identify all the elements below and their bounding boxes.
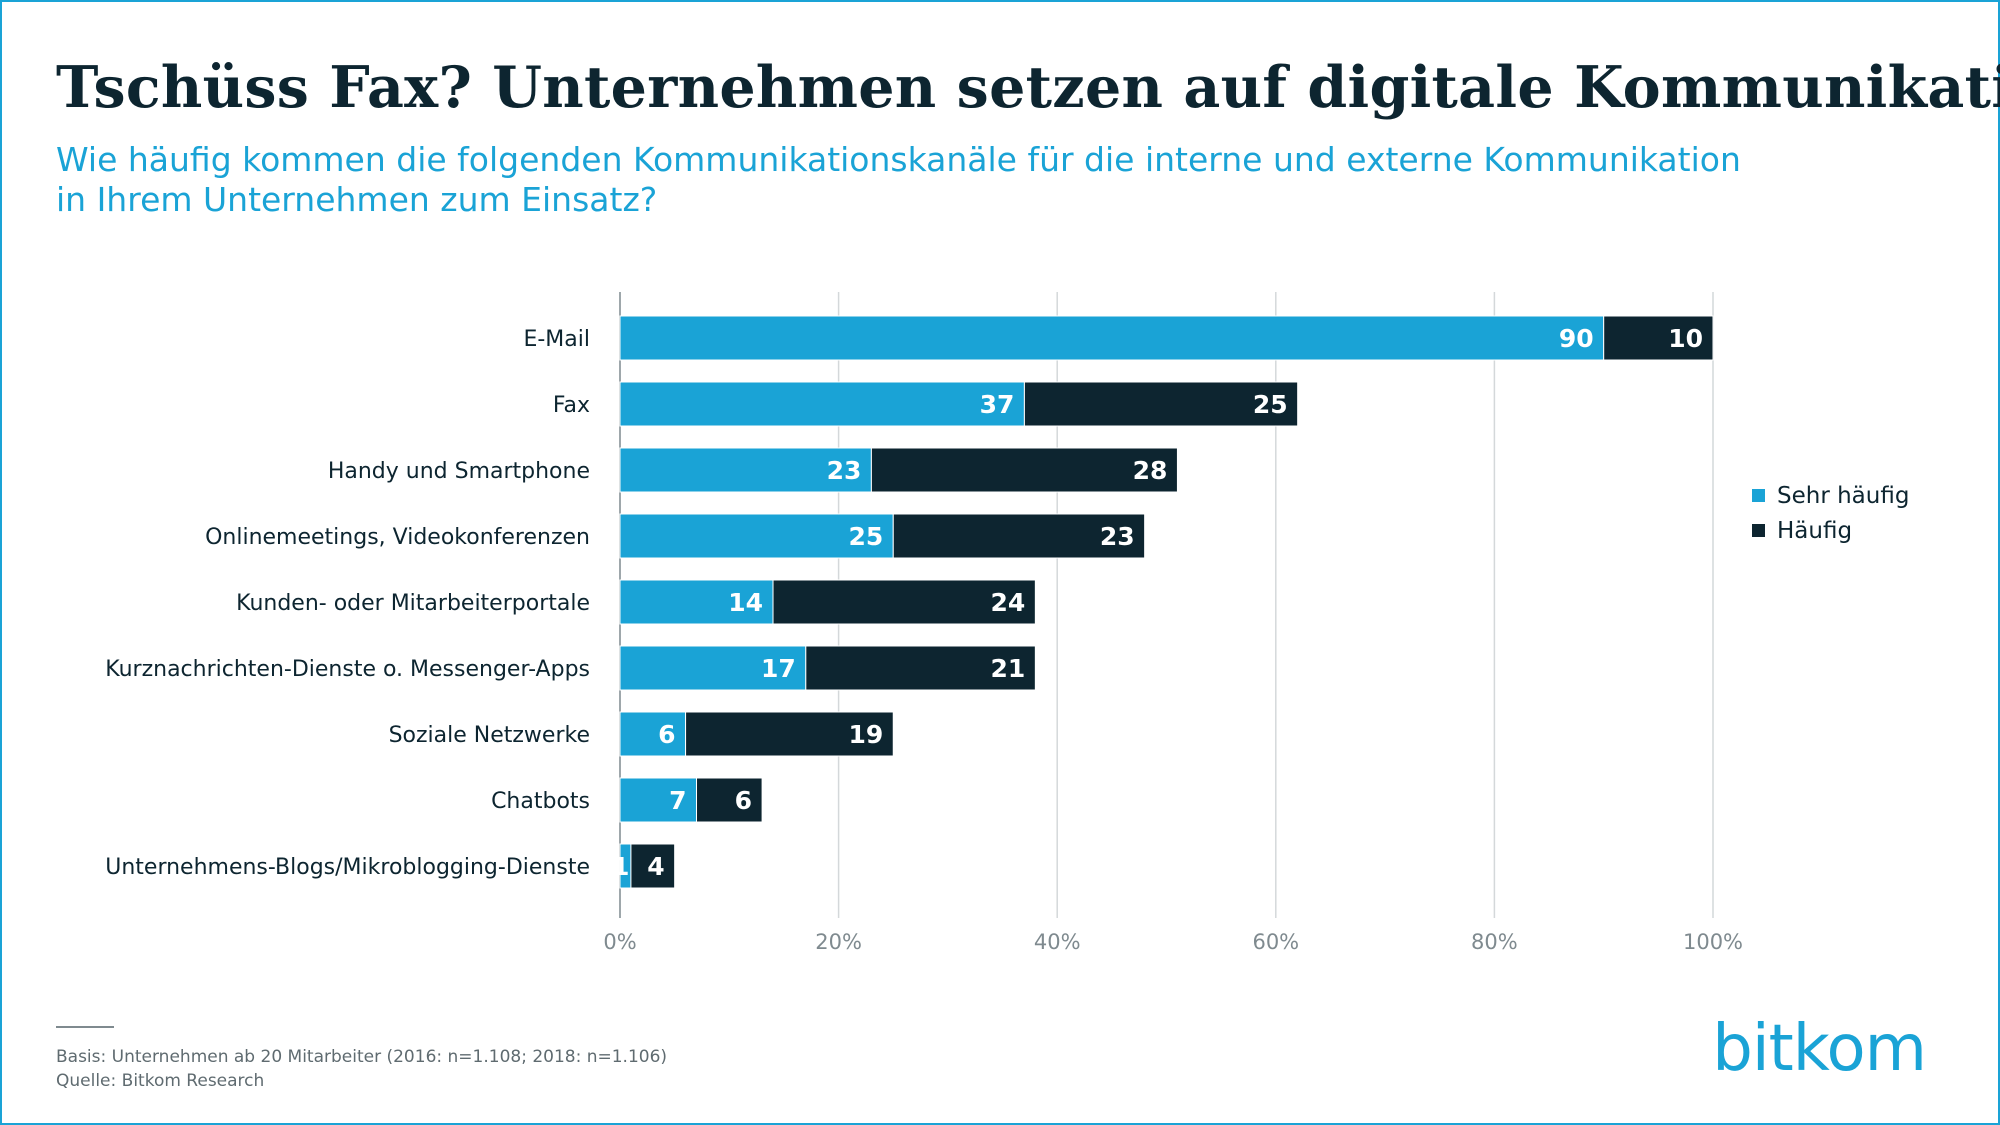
data-label-h-ufig-handy-und-smartphone: 28 [1133, 456, 1168, 485]
footnote: Basis: Unternehmen ab 20 Mitarbeiter (20… [56, 1045, 667, 1093]
bar-sehr-h-ufig-handy-und-smartphone [619, 447, 872, 493]
bitkom-logo: bitkom [1712, 1012, 1927, 1086]
legend-swatch-haeufig [1752, 524, 1765, 537]
bar-h-ufig-e-mail [1603, 315, 1714, 361]
x-tick-label: 0% [603, 930, 636, 954]
bar-h-ufig-unternehmens-blogs-mikroblogging-dienste [630, 843, 676, 889]
data-label-sehr-h-ufig-kunden-oder-mitarbeiterportale: 14 [728, 588, 763, 617]
category-label-soziale-netzwerke: Soziale Netzwerke [389, 723, 590, 748]
data-label-h-ufig-soziale-netzwerke: 19 [848, 720, 883, 749]
x-tick-label: 40% [1034, 930, 1081, 954]
legend-swatch-sehr-haeufig [1752, 489, 1765, 502]
bar-sehr-h-ufig-chatbots [619, 777, 698, 823]
category-label-handy-und-smartphone: Handy und Smartphone [328, 459, 590, 484]
category-label-e-mail: E-Mail [523, 327, 590, 352]
data-label-h-ufig-fax: 25 [1253, 390, 1288, 419]
footer-divider [56, 1026, 114, 1028]
bar-h-ufig-chatbots [696, 777, 763, 823]
bar-sehr-h-ufig-fax [619, 381, 1025, 427]
data-label-sehr-h-ufig-onlinemeetings-videokonferenzen: 25 [848, 522, 883, 551]
x-tick-label: 80% [1471, 930, 1518, 954]
bar-sehr-h-ufig-kurznachrichten-dienste-o-messenger-apps [619, 645, 807, 691]
data-label-sehr-h-ufig-chatbots: 7 [669, 786, 686, 815]
x-tick-label: 100% [1683, 930, 1743, 954]
bar-h-ufig-handy-und-smartphone [870, 447, 1178, 493]
legend-item-haeufig: Häufig [1752, 513, 1909, 548]
data-label-sehr-h-ufig-handy-und-smartphone: 23 [827, 456, 862, 485]
x-tick-label: 20% [815, 930, 862, 954]
data-label-sehr-h-ufig-kurznachrichten-dienste-o-messenger-apps: 17 [761, 654, 796, 683]
data-label-h-ufig-unternehmens-blogs-mikroblogging-dienste: 4 [647, 852, 664, 881]
bar-sehr-h-ufig-e-mail [619, 315, 1605, 361]
data-label-sehr-h-ufig-e-mail: 90 [1559, 324, 1594, 353]
legend-label-haeufig: Häufig [1777, 517, 1853, 544]
bar-sehr-h-ufig-soziale-netzwerke [619, 711, 687, 757]
data-label-h-ufig-e-mail: 10 [1668, 324, 1703, 353]
footnote-basis: Basis: Unternehmen ab 20 Mitarbeiter (20… [56, 1047, 668, 1067]
bar-sehr-h-ufig-onlinemeetings-videokonferenzen [619, 513, 894, 559]
bar-h-ufig-kurznachrichten-dienste-o-messenger-apps [805, 645, 1036, 691]
legend-label-sehr-haeufig: Sehr häufig [1777, 482, 1910, 509]
data-label-sehr-h-ufig-soziale-netzwerke: 6 [658, 720, 675, 749]
category-label-chatbots: Chatbots [491, 789, 590, 814]
legend-item-sehr-haeufig: Sehr häufig [1752, 478, 1909, 513]
x-tick-label: 60% [1252, 930, 1299, 954]
data-label-sehr-h-ufig-fax: 37 [980, 390, 1015, 419]
legend: Sehr häufig Häufig [1752, 478, 1909, 548]
data-label-h-ufig-onlinemeetings-videokonferenzen: 23 [1100, 522, 1135, 551]
category-label-fax: Fax [553, 393, 590, 418]
category-label-kunden-oder-mitarbeiterportale: Kunden- oder Mitarbeiterportale [236, 591, 590, 616]
data-label-h-ufig-chatbots: 6 [735, 786, 752, 815]
bar-h-ufig-fax [1023, 381, 1299, 427]
data-label-h-ufig-kurznachrichten-dienste-o-messenger-apps: 21 [991, 654, 1026, 683]
chart-title: Tschüss Fax? Unternehmen setzen auf digi… [56, 54, 2000, 121]
data-label-h-ufig-kunden-oder-mitarbeiterportale: 24 [991, 588, 1026, 617]
footnote-source: Quelle: Bitkom Research [56, 1071, 265, 1091]
bar-sehr-h-ufig-kunden-oder-mitarbeiterportale [619, 579, 774, 625]
category-label-kurznachrichten-dienste-o-messenger-apps: Kurznachrichten-Dienste o. Messenger-App… [105, 657, 590, 682]
data-label-sehr-h-ufig-unternehmens-blogs-mikroblogging-dienste: 1 [612, 852, 629, 881]
bar-h-ufig-soziale-netzwerke [685, 711, 894, 757]
chart-subtitle: Wie häufig kommen die folgenden Kommunik… [56, 140, 1741, 219]
category-label-onlinemeetings-videokonferenzen: Onlinemeetings, Videokonferenzen [205, 525, 590, 550]
bar-h-ufig-onlinemeetings-videokonferenzen [892, 513, 1146, 559]
bar-h-ufig-kunden-oder-mitarbeiterportale [772, 579, 1036, 625]
category-label-unternehmens-blogs-mikroblogging-dienste: Unternehmens-Blogs/Mikroblogging-Dienste [105, 855, 590, 880]
